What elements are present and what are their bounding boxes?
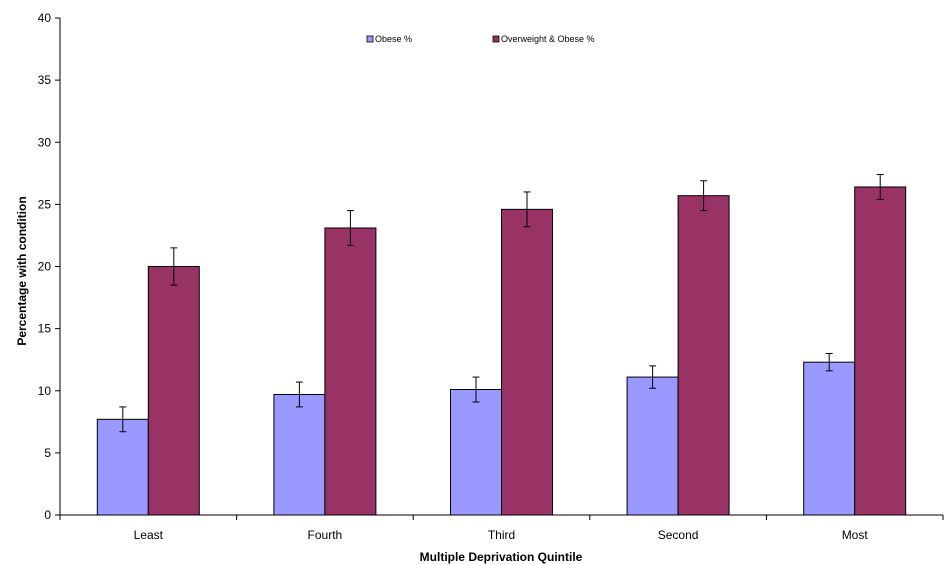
y-tick-label: 35 xyxy=(38,73,52,87)
x-tick-label: Most xyxy=(842,528,869,542)
bar-obese-fourth xyxy=(273,393,326,516)
bars-layer xyxy=(96,186,907,516)
axes-layer: Least Fourth Third Second Most 0 5 10 15 20 25 30 35… xyxy=(38,11,944,542)
y-tick-label: 0 xyxy=(44,508,51,522)
y-tick-label: 30 xyxy=(38,135,52,149)
bar-overweight-obese-fourth xyxy=(324,227,377,516)
y-tick-label: 40 xyxy=(38,11,52,25)
bar-overweight-obese-most xyxy=(854,186,907,516)
x-tick-label: Second xyxy=(658,528,699,542)
bar-obese-second xyxy=(626,376,679,516)
y-tick-label: 20 xyxy=(38,260,52,274)
legend: Obese % Overweight & Obese % xyxy=(366,34,595,44)
x-tick-label: Third xyxy=(488,528,515,542)
y-tick-label: 10 xyxy=(38,384,52,398)
error-bars-layer xyxy=(119,174,884,433)
bar-overweight-obese-second xyxy=(677,195,730,516)
legend-swatch xyxy=(366,35,374,43)
bar-obese-least xyxy=(96,418,149,516)
y-tick-label: 5 xyxy=(44,446,51,460)
y-tick-label: 25 xyxy=(38,197,52,211)
bar-overweight-obese-third xyxy=(501,208,553,516)
bar-obese-most xyxy=(803,361,856,516)
y-tick-label: 15 xyxy=(38,322,52,336)
legend-label: Overweight & Obese % xyxy=(501,34,595,44)
bar-obese-third xyxy=(450,389,502,516)
legend-swatch xyxy=(492,35,500,43)
bar-overweight-obese-least xyxy=(147,266,200,516)
x-tick-label: Least xyxy=(134,528,164,542)
legend-label: Obese % xyxy=(375,34,412,44)
x-tick-label: Fourth xyxy=(308,528,343,542)
y-axis-title: Percentage with condition xyxy=(15,196,29,345)
x-axis-title: Multiple Deprivation Quintile xyxy=(420,550,583,564)
